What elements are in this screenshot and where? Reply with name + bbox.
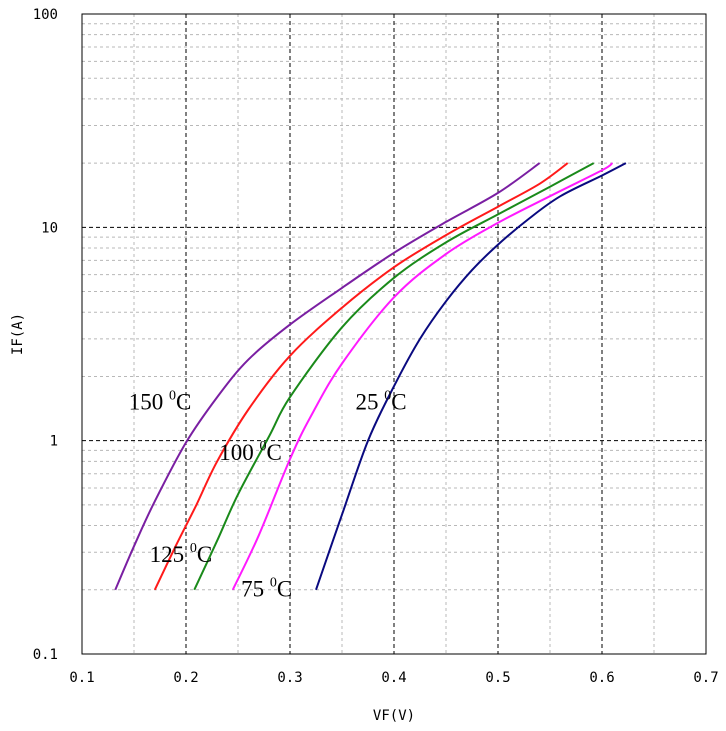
major-grid (82, 14, 706, 654)
y-tick-label: 1 (50, 434, 58, 450)
curve-label-degree: 0 (384, 388, 391, 403)
x-tick-label: 0.6 (589, 670, 614, 686)
curve-label-0: 150 0C (129, 388, 192, 414)
x-tick-labels: 0.1 0.2 0.3 0.4 0.5 0.6 0.7 (69, 670, 718, 686)
x-tick-label: 0.7 (693, 670, 718, 686)
curve-label-unit: C (197, 542, 212, 567)
x-tick-label: 0.5 (485, 670, 510, 686)
series-line-2 (193, 162, 595, 591)
curve-label-2: 100 0C (219, 439, 282, 465)
x-tick-label: 0.3 (277, 670, 302, 686)
curve-label-unit: C (277, 577, 292, 602)
curve-label-value: 25 (356, 389, 385, 414)
y-axis-title: IF(A) (10, 313, 26, 355)
curve-label-unit: C (267, 440, 282, 465)
curve-label-degree: 0 (270, 576, 277, 591)
x-tick-label: 0.2 (173, 670, 198, 686)
curve-label-3: 75 0C (241, 576, 292, 602)
curve-label-value: 75 (241, 577, 270, 602)
curve-label-unit: C (176, 389, 191, 414)
plot-frame (81, 13, 707, 655)
curve-label-1: 125 0C (150, 541, 213, 567)
y-tick-labels: 0.1 1 10 100 (33, 7, 58, 663)
y-tick-label: 10 (41, 220, 58, 236)
series-line-4 (315, 162, 627, 591)
curve-label-degree: 0 (169, 388, 176, 403)
series-line-0 (114, 162, 541, 591)
curve-label-4: 25 0C (356, 388, 407, 414)
series-layer (114, 162, 627, 591)
series-line-3 (231, 162, 614, 591)
y-tick-label: 100 (33, 7, 58, 23)
curve-label-value: 150 (129, 389, 169, 414)
curve-label-degree: 0 (260, 439, 267, 454)
x-axis-title: VF(V) (373, 708, 415, 724)
series-line-1 (153, 162, 569, 591)
curve-label-value: 125 (150, 542, 190, 567)
y-tick-label: 0.1 (33, 647, 58, 663)
curve-label-unit: C (391, 389, 406, 414)
x-tick-label: 0.1 (69, 670, 94, 686)
x-tick-label: 0.4 (381, 670, 406, 686)
curve-label-value: 100 (219, 440, 259, 465)
curve-label-degree: 0 (190, 541, 197, 556)
